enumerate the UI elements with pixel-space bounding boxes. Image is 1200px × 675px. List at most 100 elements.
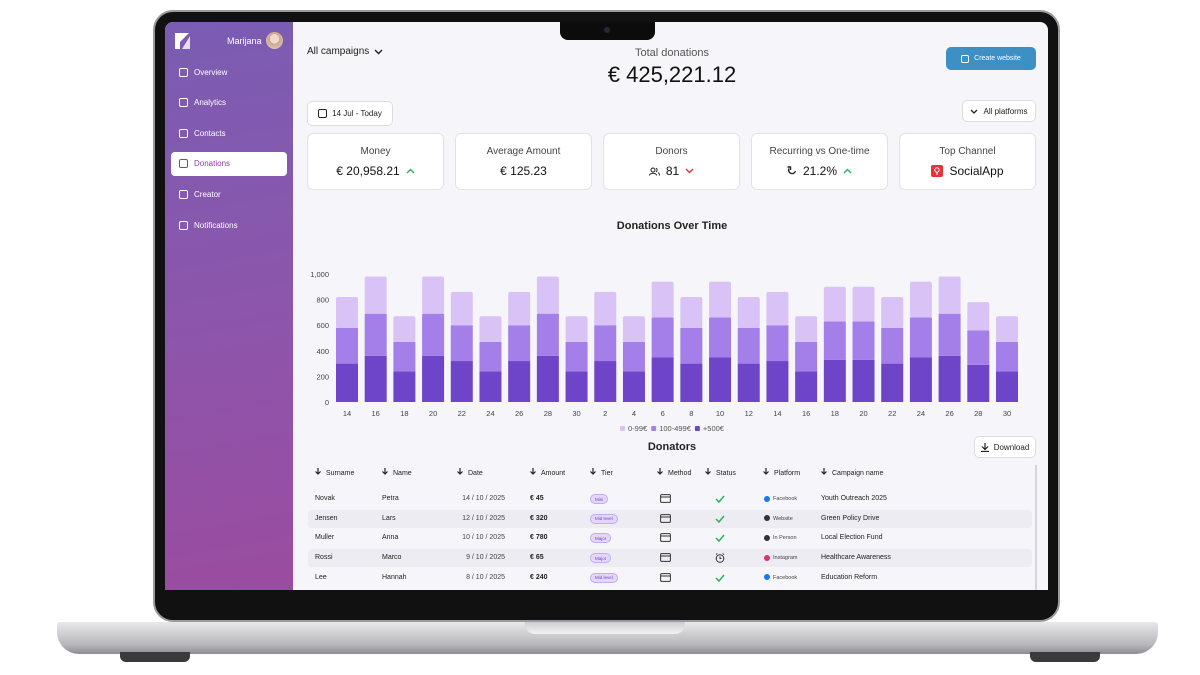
bar-segment [909,317,932,358]
bar-segment [450,325,473,362]
bar-segment [852,286,875,322]
status-pending [715,553,725,563]
column-header[interactable]: Name [382,468,412,477]
method-icon [660,553,671,562]
column-header[interactable]: Tier [590,468,613,477]
nav-icon [179,189,188,199]
column-header[interactable]: Method [657,468,691,477]
bar-segment [536,313,559,356]
bar-segment [479,316,502,342]
laptop-hinge [525,622,685,634]
bar-segment [766,291,789,326]
y-tick-label: 0 [325,398,329,407]
kpi-value: SocialApp [949,164,1004,178]
bar-segment [422,355,445,402]
nav-item[interactable]: Overview [179,60,295,84]
method-icon [660,533,671,543]
x-tick-label: 22 [888,409,896,418]
sort-arrow [821,468,827,475]
cell-amount: € 45 [530,495,544,502]
avatar[interactable] [266,32,283,49]
bar-segment [881,297,904,328]
bar-segment [536,276,559,314]
column-header[interactable]: Surname [315,468,354,477]
kpi-card: Recurring vs One-time 21.2% [751,133,888,190]
nav-icon [179,67,188,77]
bar-segment [565,371,588,402]
scrollbar [1035,465,1037,590]
nav-item[interactable]: Notifications [179,213,295,237]
column-header[interactable]: Status [705,468,736,477]
camera-notch [560,22,655,40]
trend-arrow [406,168,415,174]
platform-filter[interactable]: All platforms [962,100,1036,122]
bar-segment [795,371,818,402]
sort-arrow [530,468,536,475]
platform-filter-label: All platforms [983,106,1028,116]
bar-segment [450,291,473,326]
bar-segment [422,276,445,314]
column-header[interactable]: Amount [530,468,565,477]
trend-arrow [843,168,852,174]
x-tick-label: 14 [773,409,781,418]
bar-segment [680,363,703,402]
download-button[interactable]: Download [974,436,1036,458]
y-tick-label: 200 [316,372,329,381]
cell-platform: Facebook [773,496,798,502]
bar-segment [651,357,674,402]
kpi-value: € 20,958.21 [336,164,400,178]
bar-segment [336,363,358,402]
bar-segment [651,317,674,358]
create-website-label: Create website [974,55,1021,62]
bar-segment [594,291,617,326]
bar-segment [565,341,588,372]
bar-segment [737,327,760,364]
nav-label: Creator [194,189,221,199]
x-tick-label: 16 [372,409,380,418]
nav-icon [179,98,188,108]
cell-date: 10 / 10 / 2025 [462,534,505,542]
sort-arrow [315,468,321,475]
x-tick-label: 26 [515,409,523,418]
date-filter[interactable]: 14 Jul - Today [307,101,393,126]
logo [175,33,190,49]
cell-date: 9 / 10 / 2025 [466,554,505,562]
laptop-foot [1030,652,1100,662]
column-header-label: Name [393,470,412,477]
nav-item[interactable]: Creator [179,182,295,206]
bar-segment [996,371,1018,402]
bar-segment [852,359,875,402]
bar-segment [967,330,990,365]
x-tick-label: 28 [974,409,982,418]
bar-segment [651,281,674,318]
recurring-icon [787,166,797,175]
campaign-select[interactable]: All campaigns [307,46,383,57]
cell-campaign: Education Reform [821,573,878,581]
cell-date: 8 / 10 / 2025 [466,573,505,581]
column-header[interactable]: Campaign name [821,468,883,477]
cell-campaign: Local Election Fund [821,534,883,542]
column-header-label: Surname [326,470,355,477]
column-header[interactable]: Date [457,468,483,477]
kpi-label: Recurring vs One-time [769,146,870,157]
column-header-label: Date [468,470,483,477]
x-tick-label: 20 [429,409,437,418]
bar-segment [737,297,760,328]
x-tick-label: 26 [945,409,953,418]
nav-item[interactable]: Analytics [179,91,295,115]
nav-item[interactable]: Donations [171,151,287,176]
cell-amount: € 780 [530,534,548,542]
cell-platform: Instagram [773,555,798,562]
kpi-label: Average Amount [486,146,561,157]
nav-label: Contacts [194,128,226,138]
platform-icon [764,515,770,522]
kpi-value: 21.2% [802,164,838,178]
column-header[interactable]: Platform [763,468,800,477]
people-icon [648,167,660,176]
x-tick-label: 2 [603,409,607,418]
kpi-value: 81 [665,164,680,178]
create-website-button[interactable]: Create website [946,47,1036,70]
bar-segment [737,363,760,402]
nav-item[interactable]: Contacts [179,121,295,145]
